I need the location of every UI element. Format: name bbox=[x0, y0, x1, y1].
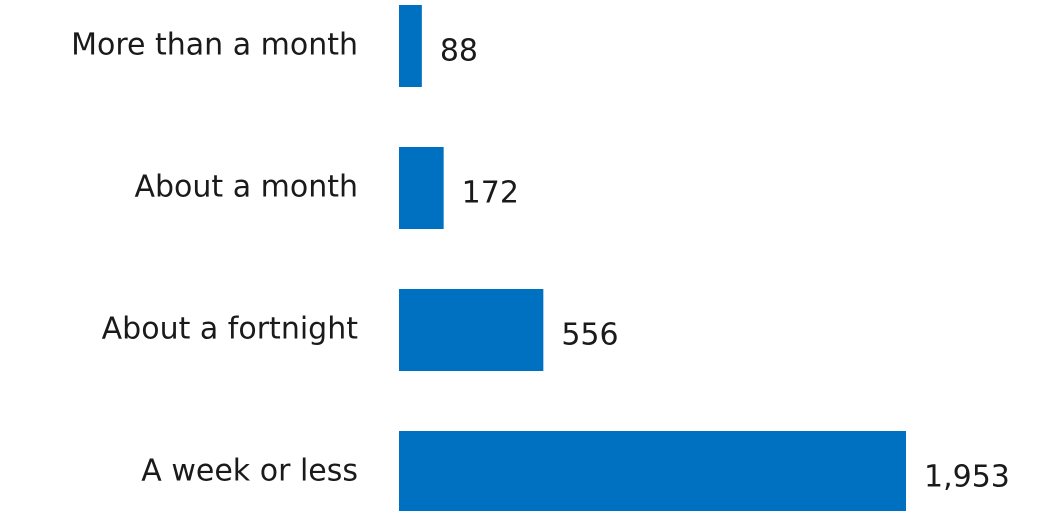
category-label: More than a month bbox=[71, 28, 358, 63]
bar bbox=[399, 289, 544, 371]
bar bbox=[399, 147, 444, 229]
bar bbox=[399, 5, 422, 87]
category-label: About a month bbox=[134, 170, 358, 205]
value-label: 172 bbox=[462, 176, 519, 211]
category-label: A week or less bbox=[141, 454, 358, 489]
value-label: 556 bbox=[561, 318, 618, 353]
category-label: About a fortnight bbox=[102, 312, 359, 347]
value-label: 1,953 bbox=[924, 460, 1010, 495]
value-label: 88 bbox=[440, 34, 478, 69]
bar bbox=[399, 431, 906, 511]
